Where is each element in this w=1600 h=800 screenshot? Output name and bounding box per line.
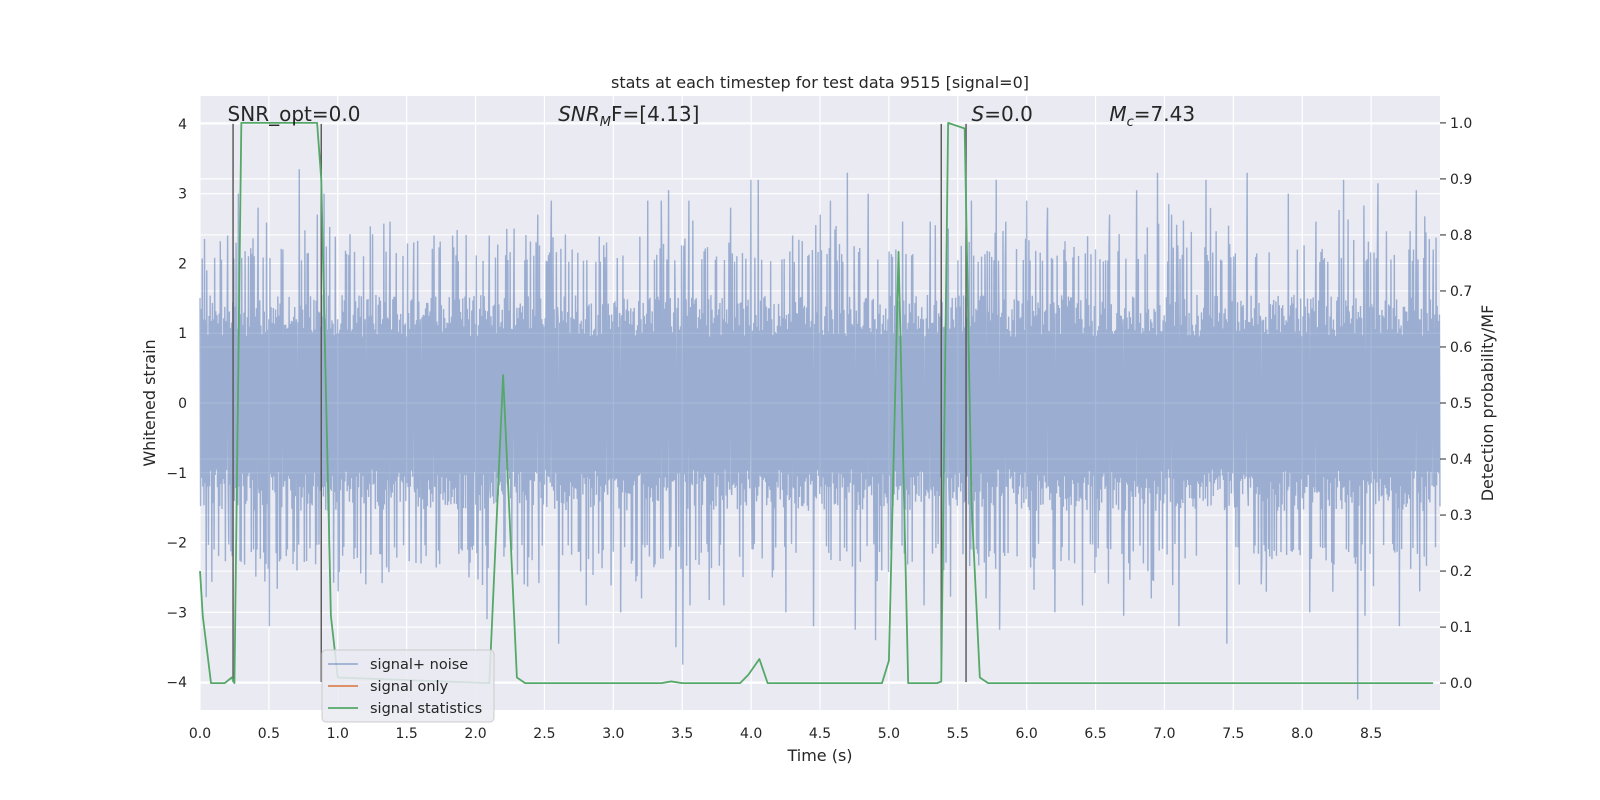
x-tick-label: 6.0	[1016, 726, 1038, 742]
y2-tick-label: 0.2	[1450, 564, 1472, 580]
y2-tick-label: 0.0	[1450, 676, 1472, 692]
chart-title: stats at each timestep for test data 951…	[611, 73, 1029, 92]
x-tick-label: 2.5	[533, 726, 555, 742]
x-tick-label: 8.5	[1360, 726, 1382, 742]
x-axis-label: Time (s)	[786, 746, 852, 765]
series-line-signal-statistics	[199, 121, 1434, 685]
legend-box	[321, 649, 495, 723]
y2-tick-label: 0.9	[1450, 172, 1472, 188]
y-axis-label: Whitened strain	[140, 339, 159, 466]
y2-tick-label: 0.6	[1450, 340, 1472, 356]
y-tick-label: −4	[166, 675, 187, 691]
y2-tick-label: 0.4	[1450, 452, 1472, 468]
y2-tick-label: 0.7	[1450, 284, 1472, 300]
y2-tick-label: 0.3	[1450, 508, 1472, 524]
x-tick-label: 4.5	[809, 726, 831, 742]
y-tick-label: −2	[166, 536, 187, 552]
annotation-mc: Mc=7.43	[1109, 102, 1195, 130]
x-tick-label: 3.0	[602, 726, 624, 742]
x-tick-label: 4.0	[740, 726, 762, 742]
y2-tick-label: 0.1	[1450, 620, 1472, 636]
annotation-s: S=0.0	[972, 102, 1033, 126]
y2-tick-label: 0.5	[1450, 396, 1472, 412]
y-tick-label: −3	[166, 605, 187, 621]
vertical-markers	[199, 121, 1434, 685]
x-tick-label: 7.5	[1222, 726, 1244, 742]
x-tick-label: 2.0	[464, 726, 486, 742]
x-tick-label: 7.0	[1153, 726, 1175, 742]
y2-tick-label: 1.0	[1450, 116, 1472, 132]
legend-label: signal only	[370, 679, 449, 695]
x-tick-label: 5.5	[947, 726, 969, 742]
legend-label: signal+ noise	[370, 657, 468, 673]
x-tick-label: 3.5	[671, 726, 693, 742]
y2-tick-labels: 0.0 0.1 0.2 0.3 0.4 0.5 0.6 0.7 0.8 0.9 1.0	[1440, 116, 1472, 692]
y2-axis-label: Detection probability/MF	[1478, 305, 1497, 502]
x-tick-label: 6.5	[1084, 726, 1106, 742]
y-tick-label: 1	[178, 326, 187, 342]
y-tick-label: 0	[178, 396, 187, 412]
y2-tick-label: 0.8	[1450, 228, 1472, 244]
y-tick-labels: −4 −3 −2 −1 0 1 2 3 4	[166, 117, 187, 691]
y-tick-label: −1	[166, 466, 187, 482]
x-tick-label: 5.0	[878, 726, 900, 742]
legend-label: signal statistics	[370, 701, 482, 717]
series-layer	[199, 169, 1441, 700]
x-tick-labels: 0.0 0.5 1.0 1.5 2.0 2.5 3.0 3.5 4.0 4.5 5.0 5.5 6.0 6…	[189, 726, 1382, 742]
x-tick-label: 1.5	[396, 726, 418, 742]
series-line-signal-plus-noise	[199, 169, 1441, 700]
y-tick-label: 3	[178, 187, 187, 203]
annotation-plain: SNR_opt=0.0	[228, 102, 361, 126]
y-tick-label: 2	[178, 256, 187, 272]
legend: signal+ noise signal only signal statistic…	[321, 649, 495, 723]
y-tick-label: 4	[178, 117, 187, 133]
annotation-snrmf: SNRMF=[4.13]	[558, 102, 699, 130]
x-tick-label: 1.0	[327, 726, 349, 742]
x-tick-label: 0.0	[189, 726, 211, 742]
annotations: SNR_opt=0.0 SNRMF=[4.13] S=0.0 Mc=7.43	[228, 102, 1195, 130]
x-tick-label: 0.5	[258, 726, 280, 742]
x-tick-label: 8.0	[1291, 726, 1313, 742]
